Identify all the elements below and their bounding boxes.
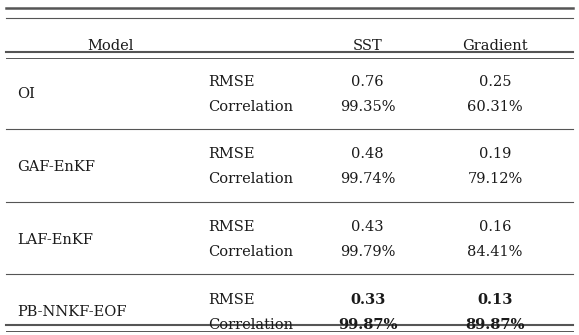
Text: 79.12%: 79.12% xyxy=(467,173,523,186)
Text: LAF-EnKF: LAF-EnKF xyxy=(17,232,93,247)
Text: RMSE: RMSE xyxy=(208,293,255,307)
Text: 99.35%: 99.35% xyxy=(340,100,395,114)
Text: PB-NNKF-EOF: PB-NNKF-EOF xyxy=(17,305,127,319)
Text: Gradient: Gradient xyxy=(462,39,528,53)
Text: 0.48: 0.48 xyxy=(351,147,384,161)
Text: Model: Model xyxy=(87,39,133,53)
Text: Correlation: Correlation xyxy=(208,100,294,114)
Text: 0.13: 0.13 xyxy=(477,293,513,307)
Text: Correlation: Correlation xyxy=(208,245,294,259)
Text: 99.87%: 99.87% xyxy=(338,318,397,332)
Text: 99.79%: 99.79% xyxy=(340,245,395,259)
Text: 0.76: 0.76 xyxy=(351,75,384,89)
Text: 0.25: 0.25 xyxy=(479,75,511,89)
Text: RMSE: RMSE xyxy=(208,220,255,234)
Text: 0.43: 0.43 xyxy=(351,220,384,234)
Text: 84.41%: 84.41% xyxy=(467,245,523,259)
Text: Correlation: Correlation xyxy=(208,173,294,186)
Text: 0.19: 0.19 xyxy=(479,147,511,161)
Text: 99.74%: 99.74% xyxy=(340,173,395,186)
Text: 89.87%: 89.87% xyxy=(466,318,525,332)
Text: SST: SST xyxy=(353,39,383,53)
Text: 0.33: 0.33 xyxy=(350,293,385,307)
Text: Correlation: Correlation xyxy=(208,318,294,332)
Text: 60.31%: 60.31% xyxy=(467,100,523,114)
Text: RMSE: RMSE xyxy=(208,147,255,161)
Text: OI: OI xyxy=(17,87,35,102)
Text: GAF-EnKF: GAF-EnKF xyxy=(17,160,96,174)
Text: 0.16: 0.16 xyxy=(479,220,511,234)
Text: RMSE: RMSE xyxy=(208,75,255,89)
